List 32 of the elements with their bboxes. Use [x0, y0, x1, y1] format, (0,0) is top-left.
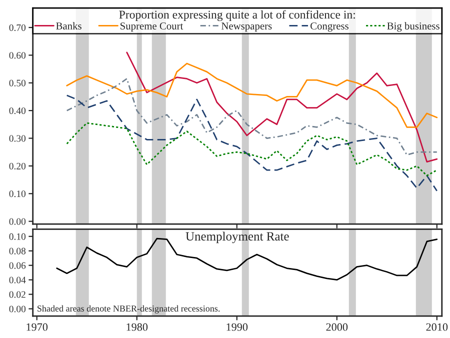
y-tick-label: 0.10 — [9, 190, 26, 198]
line-series — [66, 62, 438, 128]
x-tick-label: 1970 — [26, 323, 48, 331]
legend-label: Big business — [387, 22, 440, 32]
legend-label: Congress — [310, 22, 348, 32]
y-tick-label: 0.06 — [9, 262, 26, 269]
line-series — [66, 78, 438, 156]
x-tick-label: 1990 — [226, 323, 248, 331]
y-tick-label: 0.00 — [9, 218, 26, 225]
legend-label: Newspapers — [221, 22, 272, 32]
y-tick-label: 0.70 — [9, 24, 26, 32]
x-tick-label: 1980 — [126, 323, 148, 331]
y-tick-label: 0.08 — [9, 248, 26, 254]
y-tick-label: 0.00 — [9, 306, 26, 312]
legend-title: Proportion expressing quite a lot of confidence in: — [119, 10, 355, 22]
line-series — [66, 122, 438, 176]
y-tick-label: 0.60 — [9, 52, 26, 59]
legend-label: Supreme Court — [120, 22, 184, 32]
x-tick-label: 2000 — [326, 323, 348, 331]
x-tick-label: 2010 — [426, 323, 448, 331]
line-series — [66, 94, 438, 192]
chart-title: Unemployment Rate — [186, 232, 289, 244]
annotation: Shaded areas denote NBER-designated recessions. — [38, 305, 220, 314]
y-tick-label: 0.10 — [9, 233, 26, 240]
y-tick-label: 0.20 — [9, 162, 26, 170]
y-tick-label: 0.02 — [9, 291, 26, 298]
y-tick-label: 0.40 — [9, 107, 26, 114]
y-tick-label: 0.30 — [9, 135, 26, 142]
legend-label: Banks — [56, 22, 82, 30]
y-tick-label: 0.04 — [9, 276, 26, 284]
line-series — [126, 52, 438, 162]
y-tick-label: 0.50 — [9, 80, 26, 86]
